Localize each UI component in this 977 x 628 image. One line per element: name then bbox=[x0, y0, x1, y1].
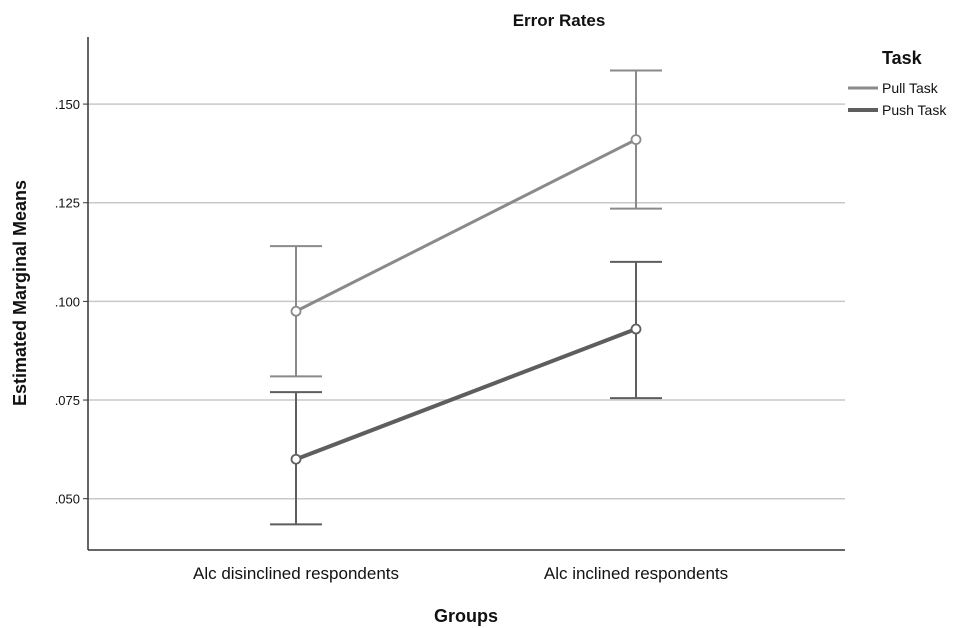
y-tick-label: .150 bbox=[55, 97, 80, 112]
y-tick-label: .100 bbox=[55, 294, 80, 309]
series-line bbox=[295, 138, 637, 313]
legend-entry-label: Pull Task bbox=[882, 80, 939, 96]
y-tick-labels: .050 .075 .100 .125 .150 bbox=[55, 97, 88, 507]
legend-entry-label: Push Task bbox=[882, 102, 947, 118]
data-point bbox=[290, 305, 302, 317]
x-axis-title: Groups bbox=[434, 606, 498, 626]
data-point bbox=[630, 134, 642, 146]
legend: Task Pull Task Push Task bbox=[848, 48, 947, 118]
chart-title: Error Rates bbox=[513, 11, 606, 30]
data-point bbox=[290, 453, 302, 465]
x-category-labels: Alc disinclined respondents Alc inclined … bbox=[193, 564, 728, 583]
series-line bbox=[295, 327, 637, 462]
series-pull-task bbox=[270, 69, 662, 378]
grid-lines bbox=[88, 103, 845, 500]
legend-title: Task bbox=[882, 48, 923, 68]
x-category-label: Alc inclined respondents bbox=[544, 564, 728, 583]
x-category-label: Alc disinclined respondents bbox=[193, 564, 399, 583]
series bbox=[270, 69, 662, 526]
y-tick-label: .075 bbox=[55, 393, 80, 408]
data-point bbox=[630, 323, 642, 335]
series-push-task bbox=[270, 260, 662, 526]
y-tick-label: .050 bbox=[55, 492, 80, 507]
y-axis-title: Estimated Marginal Means bbox=[10, 180, 30, 406]
y-tick-label: .125 bbox=[55, 196, 80, 211]
